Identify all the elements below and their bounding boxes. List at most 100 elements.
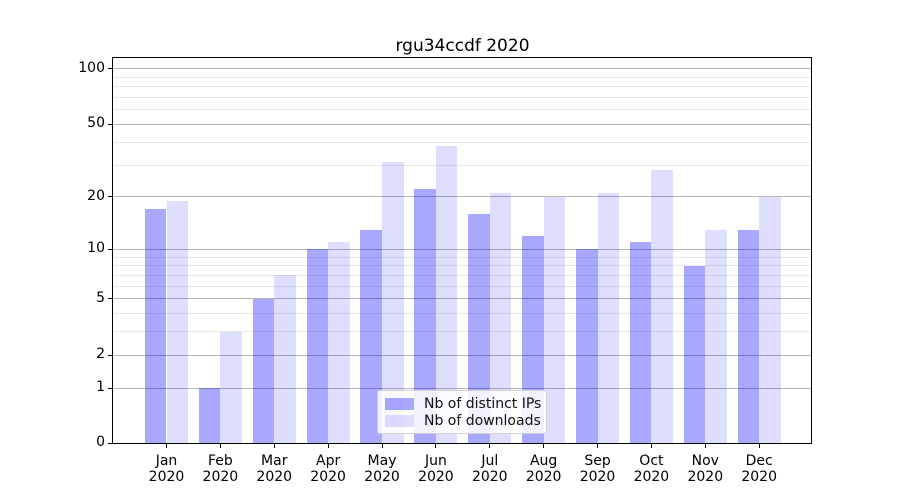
x-tick-label: Oct 2020 <box>621 453 681 485</box>
y-tick-mark <box>108 354 113 356</box>
y-tick-label: 1 <box>96 379 105 396</box>
x-tick-label: Nov 2020 <box>675 453 735 485</box>
y-tick-mark <box>108 123 113 125</box>
gridline-minor <box>113 164 812 166</box>
x-tick-mark <box>435 443 437 448</box>
gridline-major <box>113 298 812 300</box>
x-tick-label-line: 2020 <box>256 469 293 485</box>
y-tick-mark <box>108 387 113 389</box>
gridline-minor <box>113 76 812 78</box>
bar-downloads-oct <box>651 170 673 443</box>
y-tick-label: 20 <box>87 187 105 204</box>
x-tick-label: Aug 2020 <box>514 453 574 485</box>
gridline-minor <box>113 331 812 333</box>
y-tick-mark <box>108 298 113 300</box>
x-tick-label-line: 2020 <box>202 469 239 485</box>
bar-distinct-ips-oct <box>629 242 652 443</box>
bar-downloads-aug <box>543 196 566 443</box>
y-tick-label: 50 <box>87 115 105 132</box>
legend-label-distinct-ips: Nb of distinct IPs <box>424 395 542 412</box>
gridline-minor <box>113 274 812 276</box>
bar-downloads-apr <box>328 242 350 443</box>
bar-distinct-ips-mar <box>252 298 275 443</box>
x-tick-mark <box>166 443 167 448</box>
gridline-major <box>113 248 812 250</box>
x-tick-label-line: 2020 <box>579 469 616 485</box>
bar-distinct-ips-jan <box>144 209 167 443</box>
x-tick-label-line: Oct <box>639 453 664 469</box>
x-tick-label: Apr 2020 <box>298 453 358 485</box>
bar-distinct-ips-feb <box>198 388 221 443</box>
bar-downloads-dec <box>759 196 781 443</box>
legend-label-downloads: Nb of downloads <box>424 412 541 429</box>
gridline-minor <box>113 265 812 267</box>
bar-distinct-ips-jul <box>468 213 490 443</box>
x-tick-label: Jan 2020 <box>137 453 197 485</box>
x-tick-label: Sep 2020 <box>568 453 628 485</box>
x-tick-mark <box>381 443 383 448</box>
x-tick-label: May 2020 <box>352 453 412 485</box>
x-tick-label-line: 2020 <box>687 469 724 485</box>
x-tick-label-line: 2020 <box>633 469 670 485</box>
bar-distinct-ips-sep <box>575 249 598 443</box>
gridline-minor <box>113 285 812 287</box>
x-tick-mark <box>758 443 760 448</box>
gridline-major <box>113 68 812 70</box>
bar-downloads-may <box>382 162 404 443</box>
x-tick-label: Feb 2020 <box>190 453 250 485</box>
x-tick-label: Mar 2020 <box>244 453 304 485</box>
chart-title: rgu34ccdf 2020 <box>395 36 530 56</box>
bar-distinct-ips-dec <box>737 229 760 443</box>
x-tick-label-line: 2020 <box>471 469 508 485</box>
y-tick-mark <box>108 196 113 198</box>
bar-distinct-ips-nov <box>683 265 706 443</box>
y-tick-label: 5 <box>96 289 105 306</box>
x-tick-label-line: 2020 <box>310 469 346 485</box>
gridline-minor <box>113 313 812 315</box>
gridline-major <box>113 387 812 389</box>
bar-downloads-feb <box>220 331 242 443</box>
x-tick-label-line: Jun <box>424 453 447 469</box>
gridline-major <box>113 123 812 125</box>
x-tick-label: Jul 2020 <box>460 453 520 485</box>
gridline-major <box>113 354 812 356</box>
x-tick-label-line: 2020 <box>741 469 777 485</box>
x-tick-label-line: Nov <box>691 453 719 469</box>
gridline-minor <box>113 97 812 98</box>
bar-distinct-ips-apr <box>306 249 329 443</box>
y-tick-label: 2 <box>96 346 105 363</box>
x-tick-mark <box>273 443 275 448</box>
x-tick-label-line: 2020 <box>364 469 400 485</box>
gridline-minor <box>113 109 812 111</box>
x-tick-label-line: Mar <box>261 453 288 469</box>
bar-downloads-jun <box>435 146 458 443</box>
bar-downloads-nov <box>705 229 727 443</box>
bar-distinct-ips-jun <box>414 189 436 443</box>
x-tick-label-line: May <box>367 453 397 469</box>
x-tick-mark <box>219 443 221 448</box>
x-tick-label: Dec 2020 <box>729 453 789 485</box>
legend: Nb of distinct IPs Nb of downloads <box>377 390 547 434</box>
gridline-minor <box>113 86 812 88</box>
y-tick-mark <box>108 248 113 250</box>
legend-swatch-downloads <box>385 414 414 427</box>
legend-item-downloads: Nb of downloads <box>385 412 541 429</box>
x-tick-label-line: 2020 <box>418 469 454 485</box>
bar-downloads-jan <box>166 200 189 443</box>
x-tick-label-line: 2020 <box>525 469 562 485</box>
y-tick-label: 100 <box>78 59 105 76</box>
legend-item-distinct-ips: Nb of distinct IPs <box>385 395 542 412</box>
x-tick-mark <box>704 443 706 448</box>
y-tick-mark <box>108 442 113 444</box>
bar-downloads-sep <box>597 192 620 443</box>
bar-distinct-ips-may <box>360 229 382 443</box>
bar-downloads-mar <box>274 275 296 443</box>
x-tick-label-line: Dec <box>745 453 773 469</box>
x-tick-mark <box>543 443 545 448</box>
x-tick-label-line: Jan <box>155 453 178 469</box>
x-tick-label-line: Jul <box>481 453 499 469</box>
x-tick-label-line: Aug <box>529 453 558 469</box>
legend-swatch-distinct-ips <box>385 397 414 410</box>
